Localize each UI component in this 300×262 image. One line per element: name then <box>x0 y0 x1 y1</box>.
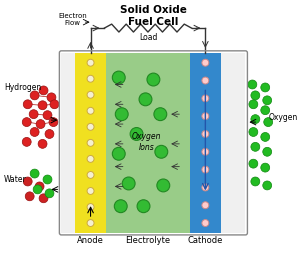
Circle shape <box>263 181 272 190</box>
Bar <box>106 53 190 233</box>
Circle shape <box>45 129 54 138</box>
Circle shape <box>87 107 94 114</box>
Circle shape <box>249 128 258 137</box>
Circle shape <box>263 147 272 156</box>
Text: Hydrogen: Hydrogen <box>4 83 41 92</box>
Circle shape <box>202 95 209 102</box>
Circle shape <box>114 200 127 213</box>
Text: Load: Load <box>139 33 157 42</box>
Circle shape <box>25 192 34 201</box>
Circle shape <box>251 142 260 151</box>
Bar <box>61 53 245 233</box>
Circle shape <box>263 96 272 105</box>
Circle shape <box>147 73 160 86</box>
Bar <box>61 53 75 233</box>
Circle shape <box>39 194 48 203</box>
Circle shape <box>33 185 42 194</box>
Circle shape <box>87 91 94 98</box>
Circle shape <box>112 71 125 84</box>
Circle shape <box>30 91 39 100</box>
Circle shape <box>251 91 260 100</box>
Circle shape <box>29 110 38 119</box>
Circle shape <box>30 169 39 178</box>
Circle shape <box>36 120 45 129</box>
Circle shape <box>49 118 58 127</box>
Text: Electron
Flow: Electron Flow <box>58 13 87 26</box>
Circle shape <box>43 175 52 184</box>
Bar <box>190 53 221 233</box>
Text: Water: Water <box>4 175 27 184</box>
Circle shape <box>202 113 209 120</box>
Bar <box>221 53 245 233</box>
Circle shape <box>45 189 54 198</box>
Circle shape <box>157 179 170 192</box>
Circle shape <box>261 163 270 172</box>
Circle shape <box>43 111 52 120</box>
Circle shape <box>87 75 94 82</box>
Circle shape <box>38 101 47 110</box>
Circle shape <box>22 118 31 127</box>
Circle shape <box>87 220 94 227</box>
Circle shape <box>122 177 135 190</box>
Circle shape <box>30 128 39 137</box>
Circle shape <box>38 139 47 148</box>
Circle shape <box>155 145 168 158</box>
Circle shape <box>154 108 167 121</box>
Circle shape <box>87 188 94 194</box>
Circle shape <box>202 202 209 209</box>
Circle shape <box>202 184 209 191</box>
Circle shape <box>202 59 209 66</box>
Circle shape <box>261 83 270 92</box>
Circle shape <box>137 200 150 213</box>
Circle shape <box>261 106 270 115</box>
Circle shape <box>202 148 209 155</box>
Text: Anode: Anode <box>77 236 104 245</box>
Circle shape <box>23 177 32 186</box>
Circle shape <box>50 100 59 109</box>
Circle shape <box>130 128 143 140</box>
Circle shape <box>249 159 258 168</box>
Circle shape <box>87 59 94 66</box>
Circle shape <box>87 155 94 162</box>
Circle shape <box>47 93 56 102</box>
Circle shape <box>264 118 273 127</box>
Circle shape <box>251 115 260 124</box>
Circle shape <box>87 204 94 210</box>
Text: Oxygen: Oxygen <box>268 113 298 122</box>
Circle shape <box>202 166 209 173</box>
Circle shape <box>139 93 152 106</box>
Text: Solid Oxide
Fuel Cell: Solid Oxide Fuel Cell <box>120 5 187 27</box>
Circle shape <box>87 139 94 146</box>
Circle shape <box>87 171 94 178</box>
Circle shape <box>23 100 32 109</box>
Text: Oxygen
Ions: Oxygen Ions <box>132 132 161 152</box>
Circle shape <box>249 100 258 109</box>
Circle shape <box>251 177 260 186</box>
Circle shape <box>115 108 128 121</box>
Circle shape <box>87 123 94 130</box>
Circle shape <box>202 130 209 138</box>
Circle shape <box>22 138 31 146</box>
Circle shape <box>248 80 257 89</box>
Text: Cathode: Cathode <box>188 236 223 245</box>
Text: Electrolyte: Electrolyte <box>125 236 170 245</box>
Circle shape <box>39 86 48 95</box>
Circle shape <box>112 147 125 160</box>
Circle shape <box>35 182 44 191</box>
Circle shape <box>202 77 209 84</box>
Circle shape <box>261 133 270 141</box>
Circle shape <box>202 220 209 227</box>
Bar <box>75 53 106 233</box>
